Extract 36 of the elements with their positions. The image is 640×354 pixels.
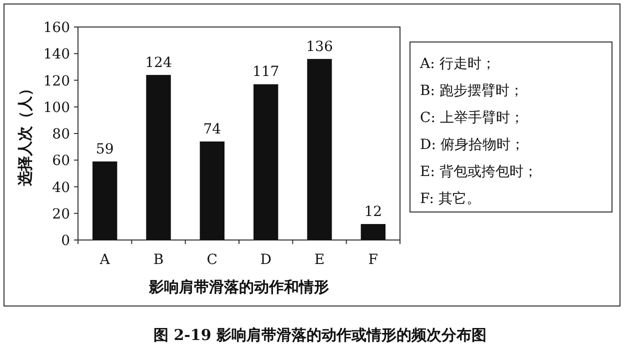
bar	[307, 58, 332, 240]
text: F: 其它。	[420, 191, 480, 207]
y-tick-label: 80	[52, 126, 70, 142]
data-label: 124	[145, 54, 172, 71]
data-label: 59	[96, 141, 114, 158]
x-tick-label: A	[98, 252, 111, 268]
y-tick-label: 40	[52, 180, 70, 196]
bar	[146, 74, 171, 240]
y-axis-title: 选择人次（人）	[16, 81, 34, 187]
data-label: 74	[203, 121, 222, 138]
y-tick-label: 120	[43, 73, 70, 90]
bar	[360, 224, 386, 240]
data-label: 117	[252, 64, 280, 80]
y-tick-label: 140	[43, 46, 70, 63]
y-tick-label: 20	[52, 206, 70, 222]
text: 图 2-19 影响肩带滑落的动作或情形的频次分布图	[154, 326, 486, 344]
y-tick-label: 100	[43, 100, 70, 116]
data-label: 12	[364, 204, 382, 220]
data-label: 136	[306, 38, 333, 55]
text: A: 行走时；	[419, 56, 496, 72]
y-tick-label: 60	[52, 153, 70, 170]
x-tick-label: D	[260, 252, 272, 268]
text: E: 背包或挎包时；	[420, 164, 538, 180]
y-tick-label: 0	[61, 233, 70, 249]
bar	[200, 141, 225, 240]
x-tick-label: E	[314, 252, 325, 268]
text: B: 跑步摆臂时；	[420, 83, 524, 99]
bar	[253, 84, 278, 240]
x-axis-title: 影响肩带滑落的动作和情形	[148, 278, 329, 296]
text: D: 俯身拾物时；	[420, 137, 524, 153]
bar	[92, 161, 118, 240]
x-tick-label: C	[206, 252, 218, 268]
y-tick-label: 160	[43, 20, 70, 36]
x-tick-label: B	[153, 252, 164, 268]
text: C: 上举手臂时；	[420, 110, 524, 126]
x-tick-label: F	[368, 252, 378, 268]
